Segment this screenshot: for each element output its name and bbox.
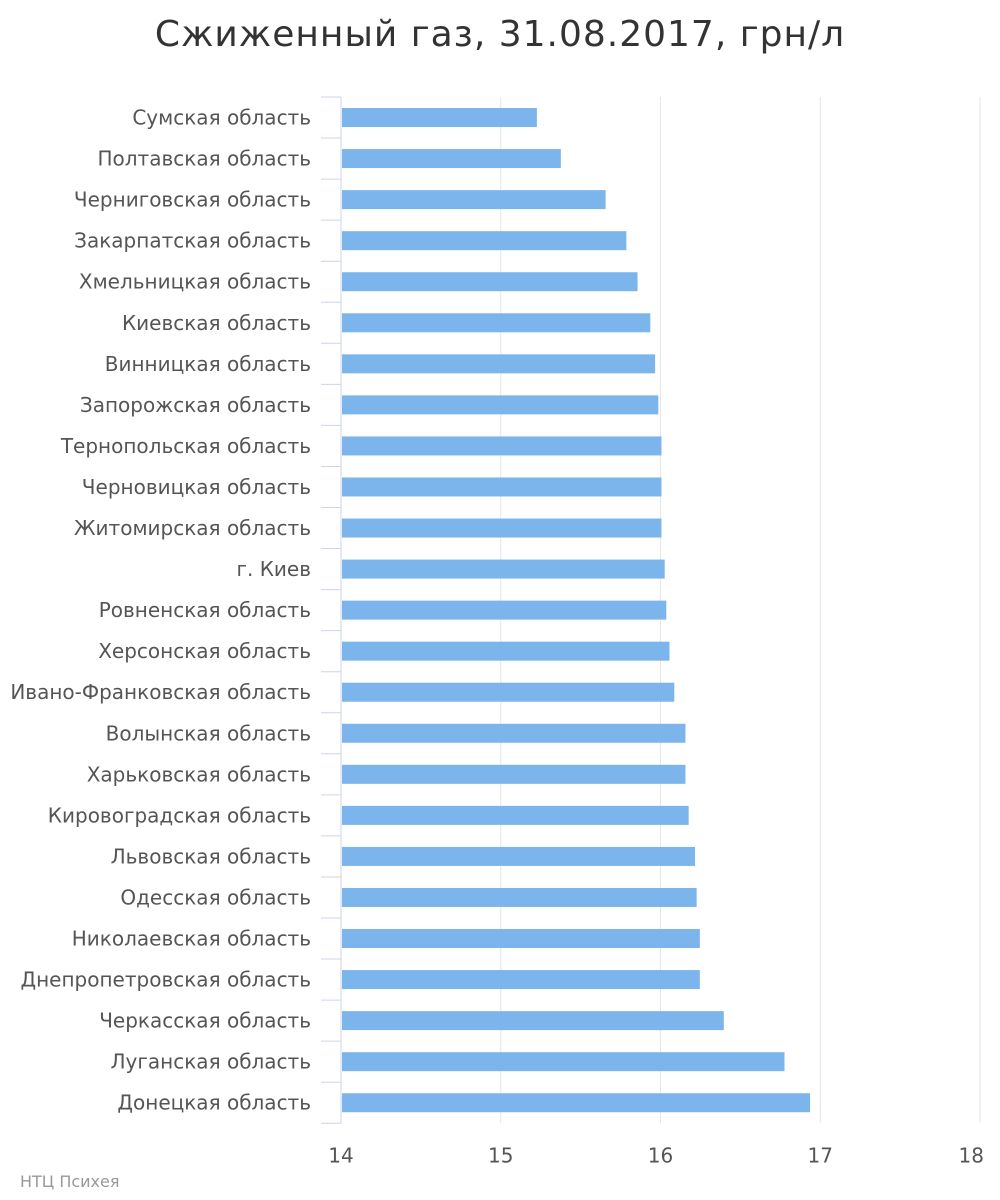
category-label: Кировоградская область: [48, 803, 311, 827]
x-tick-label: 16: [648, 1143, 673, 1167]
bar: [342, 149, 561, 169]
bar: [342, 764, 686, 784]
bar: [342, 805, 689, 825]
bar: [342, 1052, 785, 1072]
category-label: Черкасская область: [99, 1009, 311, 1033]
bar: [342, 559, 665, 579]
x-axis-tick-labels: 14 15 16 17 18: [328, 1143, 984, 1167]
category-labels: Сумская область Полтавская область Черниго…: [10, 106, 311, 1115]
bar: [342, 436, 662, 456]
bar: [342, 313, 651, 333]
category-label: Закарпатская область: [74, 229, 311, 253]
bar: [342, 190, 606, 210]
chart-title: Сжиженный газ, 31.08.2017, грн/л: [154, 14, 846, 55]
category-label: Волынская область: [106, 721, 311, 745]
bar: [342, 723, 686, 743]
category-label: Хмельницкая область: [79, 270, 311, 294]
category-label: Полтавская область: [97, 147, 311, 171]
category-label: Ровненская область: [99, 598, 311, 622]
bar: [342, 518, 662, 538]
category-label: Донецкая область: [117, 1091, 311, 1115]
bar: [342, 108, 537, 128]
category-label: Львовская область: [111, 844, 311, 868]
bar: [342, 887, 697, 907]
category-label: Сумская область: [132, 106, 311, 130]
category-label: Ивано-Франковская область: [10, 680, 311, 704]
bar: [342, 641, 670, 661]
bar: [342, 477, 662, 497]
category-label: Луганская область: [111, 1050, 311, 1074]
bar: [342, 1011, 724, 1031]
bar: [342, 395, 659, 415]
category-axis: [321, 96, 342, 1124]
bar: [342, 272, 638, 292]
x-tick-label: 17: [808, 1143, 833, 1167]
bar: [342, 231, 627, 251]
category-label: Черновицкая область: [82, 475, 311, 499]
bar: [342, 682, 675, 702]
x-tick-label: 15: [488, 1143, 513, 1167]
category-label: г. Киев: [236, 557, 311, 581]
category-label: Житомирская область: [74, 516, 311, 540]
bar: [342, 600, 667, 620]
category-label: Харьковская область: [87, 762, 311, 786]
category-label: Запорожская область: [80, 393, 311, 417]
credit-text: НТЦ Психея: [20, 1172, 120, 1191]
category-label: Винницкая область: [105, 352, 311, 376]
bar: [342, 846, 696, 866]
category-label: Черниговская область: [74, 188, 311, 212]
x-tick-label: 18: [959, 1143, 984, 1167]
category-label: Киевская область: [122, 311, 311, 335]
bars: [342, 108, 811, 1113]
category-label: Днепропетровская область: [20, 968, 311, 992]
bar: [342, 1093, 811, 1113]
bar: [342, 970, 700, 990]
category-label: Тернопольская область: [60, 434, 311, 458]
category-label: Одесская область: [120, 885, 311, 909]
category-label: Николаевская область: [72, 927, 311, 951]
bar: [342, 929, 700, 949]
bar: [342, 354, 656, 374]
x-tick-label: 14: [328, 1143, 353, 1167]
category-label: Херсонская область: [98, 639, 311, 663]
